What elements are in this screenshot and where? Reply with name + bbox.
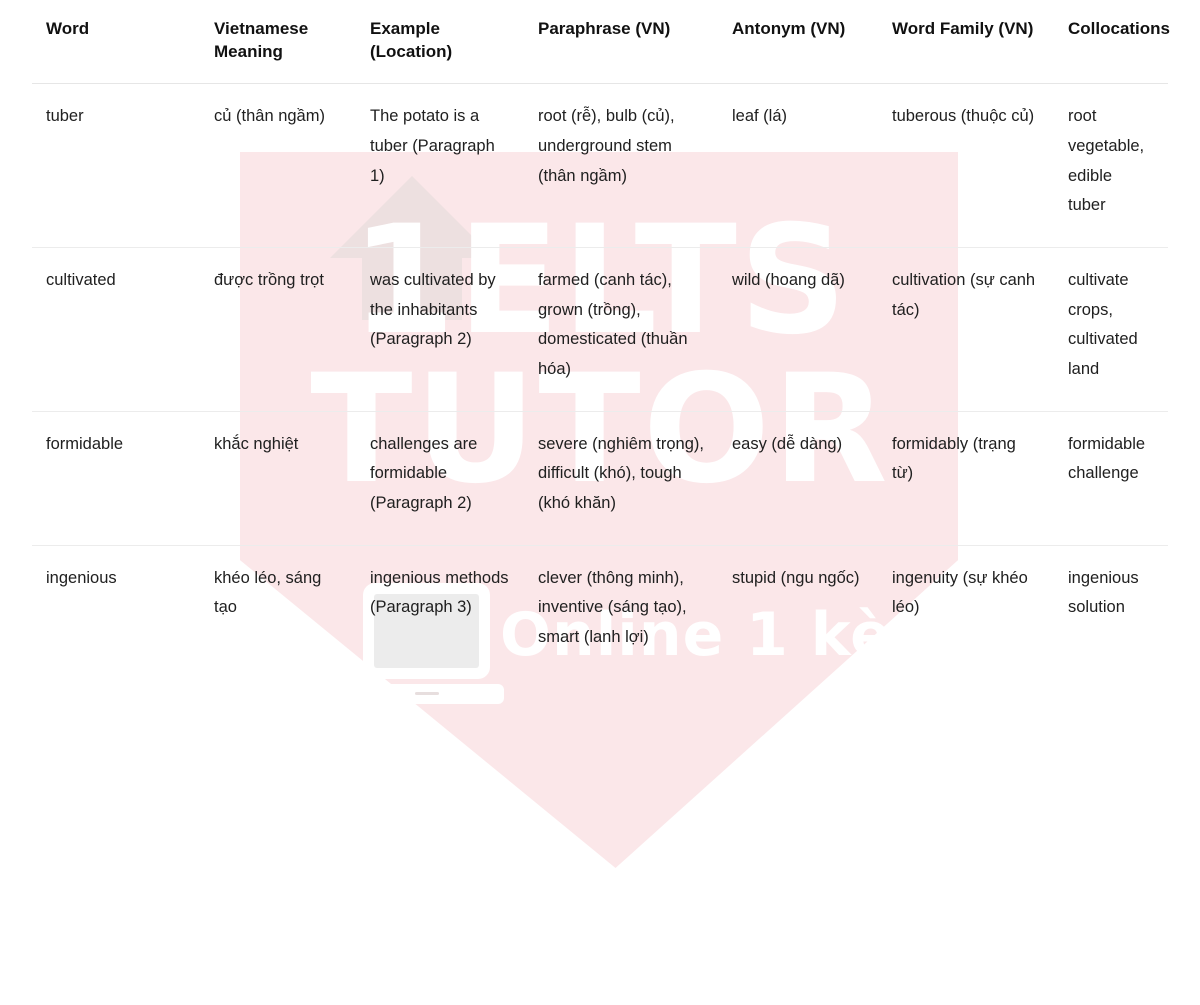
cell-antonym: easy (dễ dàng): [718, 411, 878, 546]
laptop-base: [349, 684, 504, 704]
cell-paraphrase: farmed (canh tác), grown (trồng), domest…: [524, 247, 718, 412]
table-row: ingenious khéo léo, sáng tạo ingenious m…: [32, 545, 1168, 679]
cell-collocations: formidable challenge: [1054, 411, 1168, 546]
column-header-example: Example (Location): [356, 0, 524, 85]
column-header-collocations: Collocations: [1054, 0, 1170, 85]
cell-vietnamese-meaning: khéo léo, sáng tạo: [214, 568, 322, 617]
cell-word: cultivated: [32, 247, 200, 412]
cell-word: formidable: [32, 411, 200, 546]
cell-word-family: ingenuity (sự khéo léo): [892, 568, 1028, 617]
cell-vietnamese-meaning: củ (thân ngầm): [200, 83, 356, 248]
cell-word: ingenious: [46, 568, 117, 587]
cell-vietnamese-meaning: khắc nghiệt: [200, 411, 356, 546]
cell-collocations: root vegetable, edible tuber: [1054, 83, 1168, 248]
table-row: formidable khắc nghiệt challenges are fo…: [32, 411, 1168, 546]
column-header-word-family: Word Family (VN): [878, 0, 1054, 85]
cell-paraphrase: clever (thông minh), inventive (sáng tạo…: [538, 568, 687, 647]
column-header-vietnamese-meaning: Vietnamese Meaning: [200, 0, 356, 85]
cell-vietnamese-meaning: được trồng trọt: [200, 247, 356, 412]
table-row: tuber củ (thân ngầm) The potato is a tub…: [32, 83, 1168, 248]
vocabulary-table: Word Vietnamese Meaning Example (Locatio…: [32, 0, 1170, 679]
cell-collocations: ingenious solution: [1068, 568, 1139, 617]
column-header-antonym: Antonym (VN): [718, 0, 878, 85]
vocabulary-sheet: Word Vietnamese Meaning Example (Locatio…: [32, 0, 1170, 679]
column-header-paraphrase: Paraphrase (VN): [524, 0, 718, 85]
cell-antonym: wild (hoang dã): [718, 247, 878, 412]
cell-example: challenges are formidable (Paragraph 2): [356, 411, 524, 546]
cell-paraphrase: root (rễ), bulb (củ), underground stem (…: [524, 83, 718, 248]
cell-antonym: leaf (lá): [718, 83, 878, 248]
cell-example: The potato is a tuber (Paragraph 1): [356, 83, 524, 248]
cell-example: ingenious methods (Paragraph 3): [370, 568, 509, 617]
table-header: Word Vietnamese Meaning Example (Locatio…: [32, 0, 1170, 85]
cell-word: tuber: [32, 83, 200, 248]
cell-word-family: formidably (trạng từ): [878, 411, 1054, 546]
cell-word-family: cultivation (sự canh tác): [878, 247, 1054, 412]
table-row: cultivated được trồng trọt was cultivate…: [32, 247, 1168, 412]
table-header-row: Word Vietnamese Meaning Example (Locatio…: [32, 0, 1170, 85]
column-header-word: Word: [32, 0, 200, 85]
table-body: tuber củ (thân ngầm) The potato is a tub…: [32, 83, 1168, 679]
cell-example: was cultivated by the inhabitants (Parag…: [356, 247, 524, 412]
cell-antonym: stupid (ngu ngốc): [732, 568, 860, 587]
cell-paraphrase: severe (nghiêm trọng), difficult (khó), …: [524, 411, 718, 546]
cell-word-family: tuberous (thuộc củ): [878, 83, 1054, 248]
cell-collocations: cultivate crops, cultivated land: [1054, 247, 1168, 412]
